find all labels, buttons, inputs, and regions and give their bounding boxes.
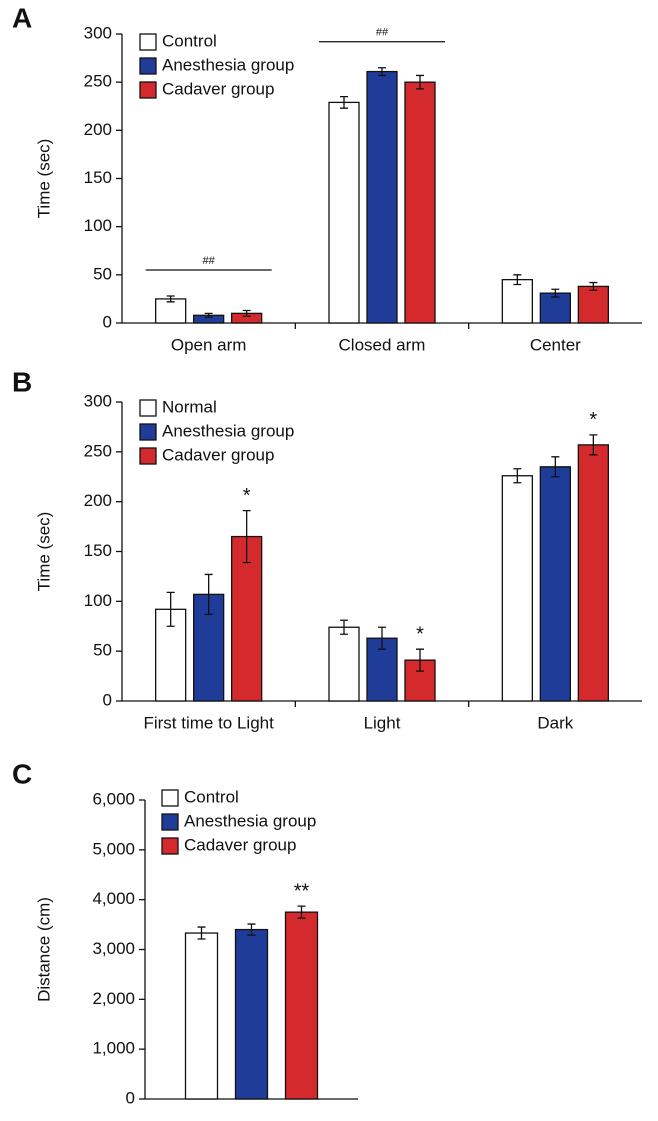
error-bar (551, 456, 560, 478)
legend-label: Control (162, 31, 217, 50)
error-bar (166, 295, 175, 303)
bar (328, 101, 360, 324)
significance-mark: * (243, 485, 251, 507)
error-bar (513, 468, 522, 484)
error-bar (340, 619, 348, 635)
y-tick-label: 0 (103, 690, 112, 709)
legend-swatch (161, 837, 179, 855)
error-bar (197, 926, 206, 940)
error-bar (340, 95, 348, 109)
bar (231, 535, 263, 702)
legend-swatch (139, 423, 157, 441)
bar (577, 444, 609, 702)
x-tick-label: Closed arm (339, 335, 426, 354)
panel-label: A (12, 2, 32, 33)
legend-label: Anesthesia group (162, 421, 294, 440)
y-tick-label: 50 (93, 641, 112, 660)
y-tick-label: 100 (84, 216, 112, 235)
error-bar (247, 923, 256, 936)
bar (404, 81, 436, 324)
legend-label: Cadaver group (162, 79, 274, 98)
legend-label: Cadaver group (184, 835, 296, 854)
significance-mark: ## (376, 27, 389, 39)
y-tick-label: 1,000 (92, 1039, 135, 1058)
bar (539, 466, 571, 702)
error-bar (378, 626, 386, 650)
error-bar (416, 74, 424, 90)
error-bar (242, 309, 251, 317)
y-tick-label: 250 (84, 72, 112, 91)
y-tick-label: 300 (84, 23, 112, 42)
legend-swatch (139, 81, 157, 99)
x-tick-label: Open arm (171, 335, 247, 354)
y-axis-title: Time (sec) (34, 139, 53, 219)
y-tick-label: 300 (84, 391, 112, 410)
bar (501, 475, 533, 702)
legend-label: Cadaver group (162, 445, 274, 464)
bar (284, 911, 319, 1100)
x-tick-label: First time to Light (143, 713, 274, 732)
x-tick-label: Dark (537, 713, 573, 732)
bar (184, 932, 219, 1100)
bar (366, 70, 398, 324)
y-axis-title: Time (sec) (34, 512, 53, 592)
error-bar (589, 434, 598, 456)
bar (234, 928, 269, 1100)
y-tick-label: 4,000 (92, 889, 135, 908)
significance-mark: ** (294, 880, 310, 902)
error-bar (297, 905, 306, 919)
y-tick-label: 6,000 (92, 789, 135, 808)
panel-label: C (12, 758, 32, 789)
error-bar (589, 281, 598, 291)
y-tick-label: 5,000 (92, 839, 135, 858)
y-tick-label: 150 (84, 168, 112, 187)
error-bar (204, 312, 213, 318)
legend-label: Anesthesia group (162, 55, 294, 74)
legend-label: Normal (162, 397, 217, 416)
legend-swatch (139, 447, 157, 465)
y-tick-label: 50 (93, 264, 112, 283)
x-tick-label: Center (530, 335, 581, 354)
legend-swatch (161, 789, 179, 807)
legend-label: Anesthesia group (184, 811, 316, 830)
y-axis-title: Distance (cm) (34, 897, 53, 1002)
y-tick-label: 100 (84, 591, 112, 610)
bar (577, 285, 609, 324)
error-bar (204, 573, 213, 615)
x-tick-label: Light (364, 713, 401, 732)
panel-label: B (12, 366, 32, 397)
legend-swatch (139, 399, 157, 417)
y-tick-label: 0 (103, 312, 112, 331)
error-bar (166, 591, 175, 627)
error-bar (551, 288, 560, 298)
significance-mark: * (589, 409, 597, 431)
bar (328, 626, 360, 702)
y-tick-label: 250 (84, 441, 112, 460)
error-bar (242, 509, 251, 564)
significance-mark: * (416, 623, 424, 645)
bar (501, 278, 533, 324)
bar (155, 298, 187, 324)
legend-swatch (139, 33, 157, 51)
error-bar (378, 67, 386, 77)
y-tick-label: 0 (126, 1088, 135, 1107)
legend-swatch (161, 813, 179, 831)
error-bar (513, 274, 522, 286)
significance-mark: ## (203, 255, 216, 267)
error-bar (416, 648, 424, 672)
bar (539, 292, 571, 324)
legend-swatch (139, 57, 157, 75)
y-tick-label: 150 (84, 541, 112, 560)
y-tick-label: 2,000 (92, 989, 135, 1008)
y-tick-label: 200 (84, 120, 112, 139)
y-tick-label: 3,000 (92, 939, 135, 958)
legend-label: Control (184, 787, 239, 806)
y-tick-label: 200 (84, 491, 112, 510)
